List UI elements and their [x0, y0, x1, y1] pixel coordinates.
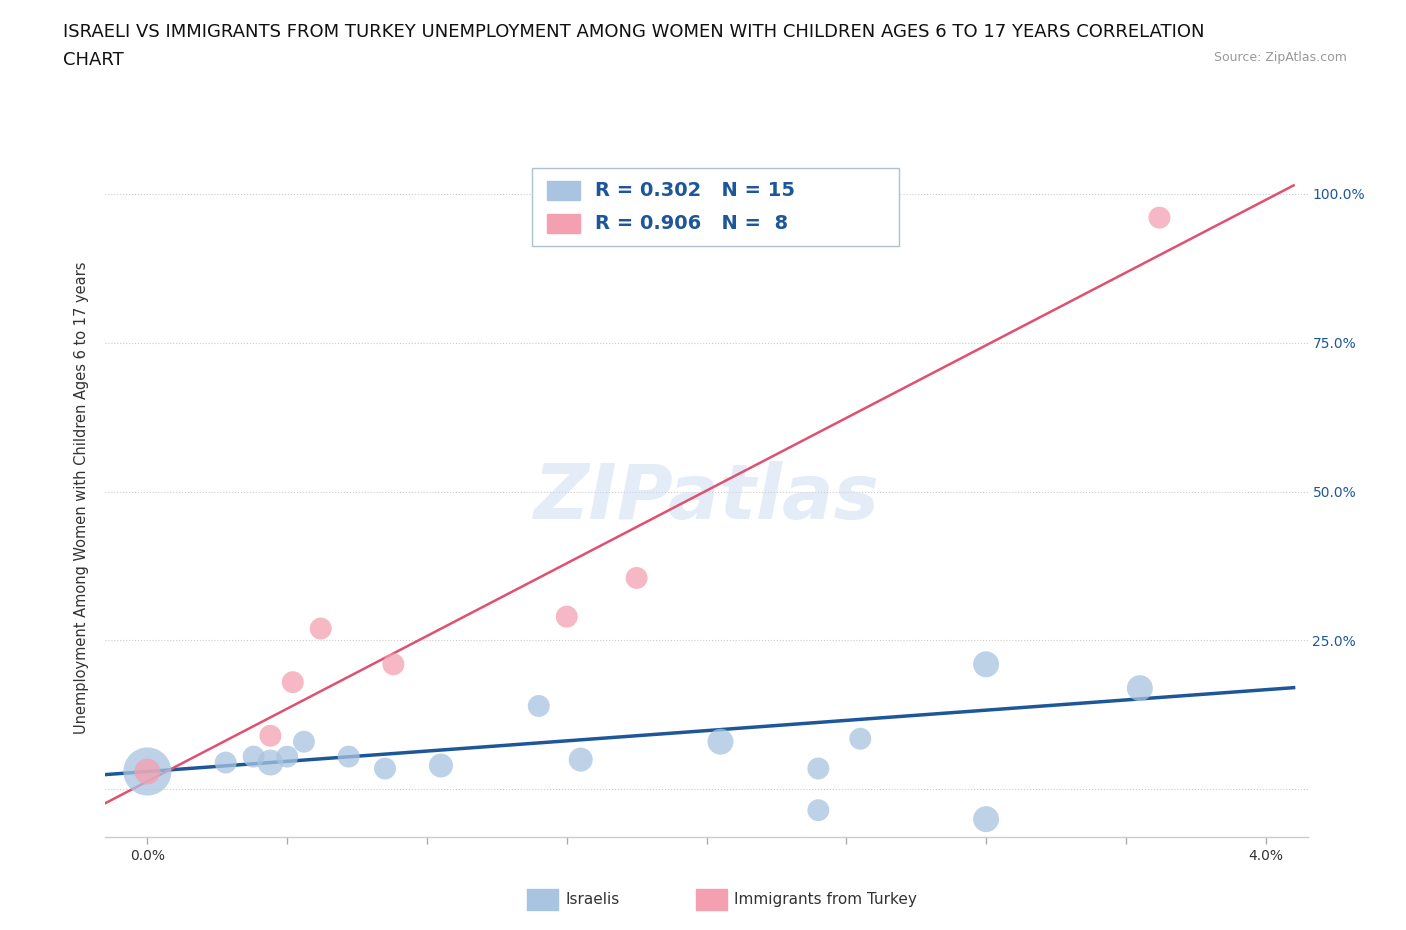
FancyBboxPatch shape [547, 215, 581, 233]
Y-axis label: Unemployment Among Women with Children Ages 6 to 17 years: Unemployment Among Women with Children A… [75, 261, 90, 734]
Point [281, 675, 304, 690]
Point [807, 803, 830, 817]
Point [527, 698, 550, 713]
Point [709, 735, 731, 750]
Point [430, 758, 453, 773]
Point [849, 731, 872, 746]
Point [214, 755, 236, 770]
Point [259, 728, 281, 743]
Text: R = 0.906   N =  8: R = 0.906 N = 8 [595, 215, 787, 233]
Point [136, 764, 159, 779]
Point [276, 750, 298, 764]
Text: Source: ZipAtlas.com: Source: ZipAtlas.com [1213, 51, 1347, 64]
Text: ISRAELI VS IMMIGRANTS FROM TURKEY UNEMPLOYMENT AMONG WOMEN WITH CHILDREN AGES 6 : ISRAELI VS IMMIGRANTS FROM TURKEY UNEMPL… [63, 23, 1205, 41]
Point [136, 764, 159, 779]
Text: R = 0.302   N = 15: R = 0.302 N = 15 [595, 180, 794, 200]
Point [309, 621, 332, 636]
Text: Immigrants from Turkey: Immigrants from Turkey [734, 892, 917, 907]
Text: CHART: CHART [63, 51, 124, 69]
Point [1149, 210, 1171, 225]
Point [242, 750, 264, 764]
Point [974, 657, 997, 671]
Point [292, 735, 315, 750]
Point [569, 752, 592, 767]
Point [382, 657, 405, 671]
Text: ZIPatlas: ZIPatlas [533, 460, 880, 535]
Point [1129, 681, 1152, 696]
Point [337, 750, 360, 764]
Point [974, 812, 997, 827]
Point [555, 609, 578, 624]
Point [807, 761, 830, 776]
Point [259, 755, 281, 770]
Point [626, 570, 648, 585]
Point [374, 761, 396, 776]
FancyBboxPatch shape [533, 168, 898, 246]
Text: Israelis: Israelis [565, 892, 620, 907]
FancyBboxPatch shape [547, 180, 581, 200]
